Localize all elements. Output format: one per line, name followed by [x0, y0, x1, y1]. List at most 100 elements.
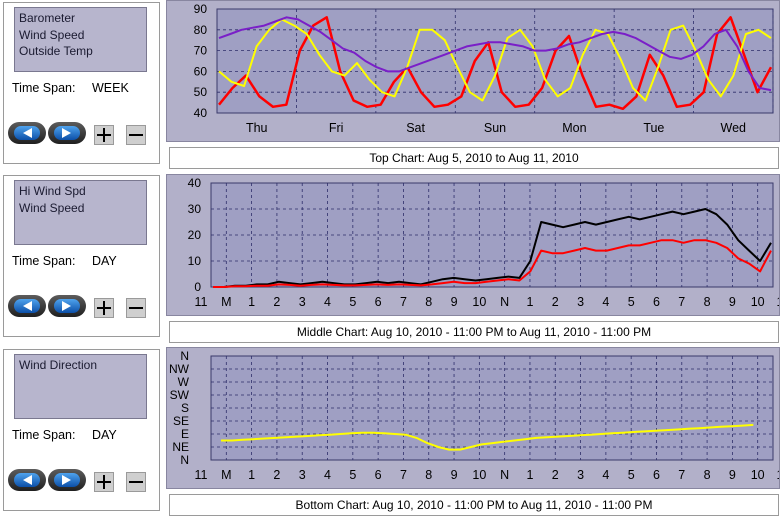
y-tick-label: 40 — [194, 106, 208, 120]
y-tick-label: N — [180, 453, 189, 467]
x-tick-label: 7 — [400, 468, 407, 482]
x-tick-label: 4 — [324, 468, 331, 482]
x-tick-label: 1 — [248, 468, 255, 482]
y-tick-label: N — [180, 349, 189, 363]
top-chart[interactable]: 90 80 70 60 50 40 Thu Fri Sat Sun Mon Tue Wed — [167, 1, 779, 141]
x-tick-label: 11 — [195, 468, 208, 482]
arrow-right-icon — [62, 128, 71, 138]
list-item[interactable]: Wind Direction — [19, 358, 98, 372]
x-tick-label: 2 — [552, 295, 559, 309]
y-tick-label: 70 — [194, 44, 208, 58]
x-tick-label: 11 — [195, 295, 208, 309]
x-tick-label: 8 — [704, 468, 711, 482]
x-tick-label: 7 — [400, 295, 407, 309]
zoom-in-button[interactable] — [94, 125, 114, 145]
middle-chart[interactable]: 40302010011M12345678910N1234567891011 — [167, 175, 784, 315]
x-tick-label: Fri — [329, 121, 344, 135]
next-button[interactable] — [48, 295, 86, 317]
x-tick-label: 11 — [777, 295, 779, 309]
y-tick-label: 50 — [194, 85, 208, 99]
x-tick-label: 6 — [375, 468, 382, 482]
x-tick-label: Tue — [643, 121, 664, 135]
next-button[interactable] — [48, 469, 86, 491]
minus-icon — [129, 481, 143, 483]
x-tick-label: 8 — [704, 295, 711, 309]
y-tick-label: S — [181, 401, 189, 415]
y-tick-label: NW — [169, 362, 190, 376]
x-tick-label: 1 — [248, 295, 255, 309]
series-line — [218, 18, 772, 102]
x-tick-label: 4 — [602, 468, 609, 482]
list-item[interactable]: Wind Speed — [19, 200, 85, 215]
x-tick-label: Sun — [484, 121, 506, 135]
x-tick-label: 9 — [451, 468, 458, 482]
series-line — [218, 16, 772, 92]
plus-icon — [97, 301, 111, 315]
list-item[interactable]: Outside Temp — [19, 44, 93, 58]
middle-series-list[interactable]: Hi Wind Spd Wind Speed — [14, 180, 147, 245]
series-line — [213, 239, 772, 288]
x-tick-label: 9 — [451, 295, 458, 309]
previous-button[interactable] — [8, 122, 46, 144]
top-series-list[interactable]: Barometer Wind Speed Outside Temp — [14, 7, 147, 72]
x-tick-label: 3 — [299, 295, 306, 309]
zoom-out-button[interactable] — [126, 125, 146, 145]
zoom-in-button[interactable] — [94, 298, 114, 318]
arrow-right-icon — [62, 301, 71, 311]
middle-chart-caption: Middle Chart: Aug 10, 2010 - 11:00 PM to… — [169, 321, 779, 343]
x-tick-label: 4 — [324, 295, 331, 309]
x-tick-label: 8 — [425, 295, 432, 309]
time-span-value: WEEK — [92, 81, 129, 95]
zoom-out-button[interactable] — [126, 472, 146, 492]
x-tick-label: 3 — [299, 468, 306, 482]
x-tick-label: 6 — [375, 295, 382, 309]
x-tick-label: 1 — [526, 468, 533, 482]
previous-button[interactable] — [8, 295, 46, 317]
time-span-label: Time Span: — [12, 428, 76, 442]
bottom-chart-box: NNWWSWSSEENEN11M12345678910N123456789101… — [166, 347, 784, 489]
x-tick-label: 9 — [729, 468, 736, 482]
x-tick-label: 4 — [602, 295, 609, 309]
previous-button[interactable] — [8, 469, 46, 491]
zoom-out-button[interactable] — [126, 298, 146, 318]
top-controls-panel: Barometer Wind Speed Outside Temp Time S… — [3, 2, 160, 164]
x-tick-label: M — [221, 468, 231, 482]
next-button[interactable] — [48, 122, 86, 144]
x-tick-label: 10 — [751, 468, 765, 482]
series-line — [218, 16, 773, 111]
x-tick-label: N — [500, 295, 509, 309]
x-tick-label: 6 — [653, 295, 660, 309]
list-item[interactable]: Wind Speed — [19, 27, 85, 42]
x-tick-label: 9 — [729, 295, 736, 309]
y-tick-label: 20 — [188, 228, 202, 242]
plus-icon — [97, 128, 111, 142]
x-tick-label: 8 — [425, 468, 432, 482]
x-tick-label: Wed — [721, 121, 747, 135]
arrow-right-icon — [62, 475, 71, 485]
y-tick-label: 60 — [194, 64, 208, 78]
x-tick-label: 10 — [472, 295, 486, 309]
x-tick-label: 6 — [653, 468, 660, 482]
x-tick-label: 2 — [552, 468, 559, 482]
x-tick-label: 5 — [628, 468, 635, 482]
list-item[interactable]: Hi Wind Spd — [19, 184, 86, 198]
y-tick-label: SW — [170, 388, 190, 402]
list-item[interactable]: Barometer — [19, 11, 76, 25]
x-tick-label: M — [221, 295, 231, 309]
top-chart-caption: Top Chart: Aug 5, 2010 to Aug 11, 2010 — [169, 147, 779, 169]
x-tick-label: 5 — [349, 468, 356, 482]
minus-icon — [129, 134, 143, 136]
y-tick-label: E — [181, 427, 189, 441]
x-tick-label: 5 — [628, 295, 635, 309]
zoom-in-button[interactable] — [94, 472, 114, 492]
plot-area — [216, 8, 774, 114]
x-tick-label: 2 — [273, 295, 280, 309]
time-span-label: Time Span: — [12, 254, 76, 268]
bottom-chart-caption: Bottom Chart: Aug 10, 2010 - 11:00 PM to… — [169, 494, 779, 516]
time-span-label: Time Span: — [12, 81, 76, 95]
bottom-series-list[interactable]: Wind Direction — [14, 354, 147, 419]
y-tick-label: 30 — [188, 202, 202, 216]
bottom-chart[interactable]: NNWWSWSSEENEN11M12345678910N123456789101… — [167, 348, 784, 488]
time-span-value: DAY — [92, 254, 117, 268]
x-tick-label: 10 — [472, 468, 486, 482]
